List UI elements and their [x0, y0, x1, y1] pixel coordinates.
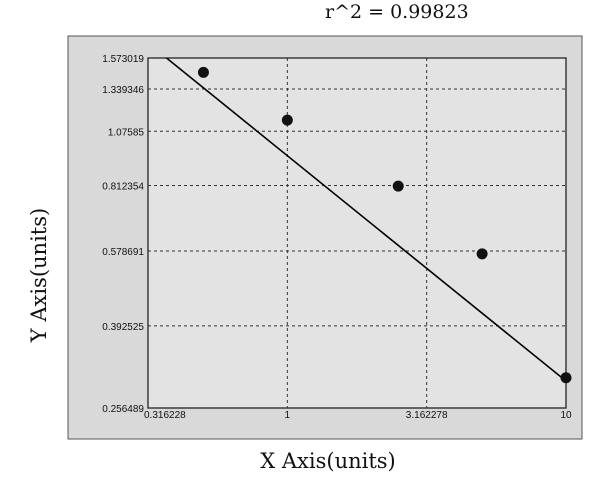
plot-area — [147, 57, 567, 409]
y-tick-label: 0.578691 — [102, 247, 144, 258]
y-tick-label: 1.573019 — [102, 54, 144, 65]
fit-line — [165, 58, 566, 382]
data-point — [560, 372, 572, 384]
x-tick-label: 0.316228 — [144, 410, 186, 421]
data-points — [197, 66, 572, 384]
data-point — [476, 248, 488, 260]
data-point — [197, 66, 209, 78]
x-tick-label: 1 — [285, 410, 291, 421]
y-tick-labels: 1.573019 1.339346 1.07585 0.812354 0.578691 0… — [102, 54, 144, 415]
y-tick-label: 0.812354 — [102, 182, 144, 193]
x-axis-label: X Axis(units) — [260, 449, 396, 473]
y-tick-label: 0.392525 — [102, 322, 144, 333]
data-point — [281, 114, 293, 126]
y-tick-label: 0.256489 — [102, 404, 144, 415]
y-tick-label: 1.07585 — [108, 127, 145, 138]
r-squared-annotation: r^2 = 0.99823 — [325, 1, 469, 23]
x-tick-label: 10 — [560, 410, 572, 421]
x-tick-labels: 0.316228 1 3.162278 10 — [144, 410, 572, 421]
y-axis-label: Y Axis(units) — [27, 208, 51, 343]
data-point — [392, 180, 404, 192]
y-tick-label: 1.339346 — [102, 85, 144, 96]
x-tick-label: 3.162278 — [406, 410, 448, 421]
grid-lines — [148, 58, 566, 408]
fit-line-group — [165, 58, 566, 382]
